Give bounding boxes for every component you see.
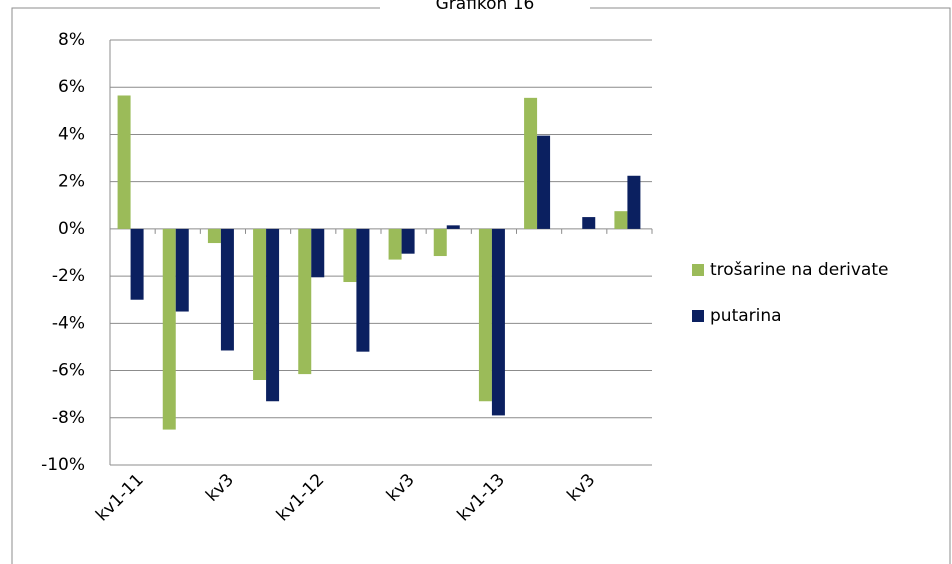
bar xyxy=(537,135,551,229)
y-tick-label: 0% xyxy=(58,219,85,239)
y-tick-label: -10% xyxy=(41,455,85,475)
bar xyxy=(162,228,176,430)
bar xyxy=(524,97,538,229)
bar xyxy=(388,228,402,260)
legend-label: putarina xyxy=(710,306,782,326)
bar xyxy=(627,175,641,229)
bar xyxy=(311,228,325,278)
title-backing xyxy=(380,0,590,14)
bar xyxy=(175,228,189,312)
bar xyxy=(343,228,357,283)
y-tick-label: 2% xyxy=(58,172,85,192)
x-tick-label: kv1-13 xyxy=(453,470,509,526)
x-tick-label: kv1-11 xyxy=(92,470,148,526)
x-tick-label: kv1-12 xyxy=(273,470,329,526)
x-tick-label: kv3 xyxy=(563,470,599,506)
y-tick-label: 6% xyxy=(58,77,85,97)
x-tick-label: kv3 xyxy=(383,470,419,506)
bar xyxy=(298,228,312,375)
bar xyxy=(130,228,144,300)
bar xyxy=(614,211,628,229)
y-tick-label: -4% xyxy=(52,313,85,333)
bar xyxy=(207,228,221,244)
legend-label: trošarine na derivate xyxy=(710,260,888,280)
bar xyxy=(478,228,492,402)
y-tick-label: -6% xyxy=(52,361,85,381)
y-tick-label: -2% xyxy=(52,266,85,286)
bar xyxy=(491,228,505,416)
bar xyxy=(401,228,415,254)
chart-title: Grafikon 16 xyxy=(436,0,535,14)
bar xyxy=(220,228,234,351)
bar xyxy=(117,95,131,229)
legend-swatch xyxy=(692,264,704,276)
bar xyxy=(446,225,460,229)
bar xyxy=(356,228,370,352)
bar xyxy=(253,228,267,380)
y-tick-label: 4% xyxy=(58,124,85,144)
y-tick-label: -8% xyxy=(52,408,85,428)
bar xyxy=(433,228,447,257)
legend-swatch xyxy=(692,310,704,322)
bar xyxy=(266,228,280,402)
y-tick-label: 8% xyxy=(58,30,85,50)
bar xyxy=(582,217,596,229)
x-tick-label: kv3 xyxy=(202,470,238,506)
